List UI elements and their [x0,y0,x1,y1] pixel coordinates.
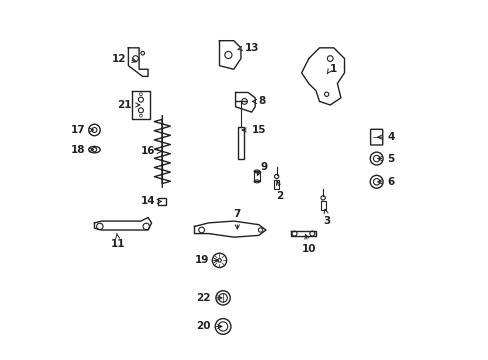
Text: 13: 13 [244,43,259,53]
Text: 22: 22 [196,293,210,303]
Text: 20: 20 [196,321,210,332]
Text: 17: 17 [71,125,85,135]
Text: 14: 14 [140,197,155,206]
Text: 7: 7 [233,209,241,219]
Bar [254,171,259,181]
Text: 6: 6 [386,177,394,187]
Text: 2: 2 [276,191,283,201]
Text: 16: 16 [141,147,155,157]
Text: 18: 18 [71,145,85,155]
Text: 10: 10 [301,244,315,254]
Bar [237,127,244,158]
Text: 9: 9 [260,162,267,172]
Text: 1: 1 [329,64,337,74]
Text: 15: 15 [251,125,265,135]
Text: 4: 4 [386,132,394,142]
Bar [158,198,166,205]
Text: 12: 12 [112,54,126,64]
Text: 11: 11 [110,239,124,249]
Text: 5: 5 [386,154,394,163]
Text: 3: 3 [323,216,329,226]
Text: 21: 21 [117,100,132,110]
Bar [320,202,325,210]
Bar [274,180,279,189]
Text: 19: 19 [194,255,208,265]
Text: 8: 8 [258,96,265,107]
